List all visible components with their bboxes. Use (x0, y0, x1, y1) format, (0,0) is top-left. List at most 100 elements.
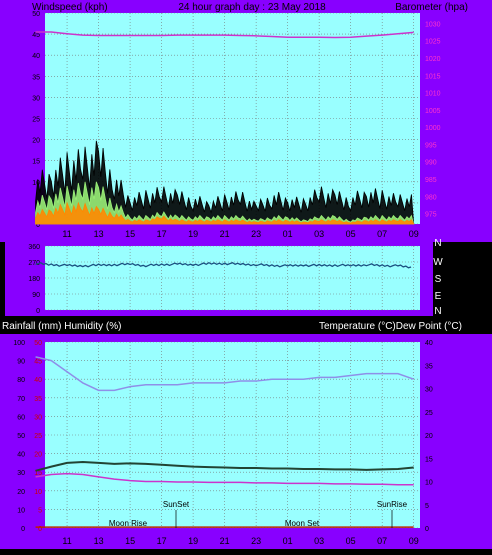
humidity-tick-label: 50 (17, 433, 25, 440)
barometer-tick-label: 1020 (425, 56, 441, 63)
windspeed-tick-label: 25 (32, 117, 40, 124)
astro-annotation: SunRise (377, 500, 408, 509)
humidity-tick-label: 20 (17, 489, 25, 496)
windspeed-tick-label: 40 (32, 53, 40, 60)
hour-tick-label: 19 (188, 229, 198, 239)
barometer-tick-label: 1015 (425, 73, 441, 80)
hour-tick-label: 17 (157, 536, 167, 546)
barometer-tick-label: 1005 (425, 108, 441, 115)
compass-label: S (435, 274, 442, 285)
hour-tick-label: 21 (220, 229, 230, 239)
humidity-tick-label: 10 (17, 507, 25, 514)
rainfall-tick-label: 0 (38, 526, 42, 533)
rainfall-tick-label: 20 (34, 452, 42, 459)
rainfall-tick-label: 45 (34, 359, 42, 366)
humidity-tick-label: 70 (17, 396, 25, 403)
rainfall-tick-label: 30 (34, 414, 42, 421)
hour-tick-label: 13 (94, 229, 104, 239)
left-axis-label: Windspeed (kph) (32, 2, 108, 13)
humidity-tick-label: 100 (13, 340, 25, 347)
humidity-tick-label: 60 (17, 414, 25, 421)
barometer-tick-label: 990 (425, 160, 437, 167)
temperature-tick-label: 40 (425, 340, 433, 347)
barometer-tick-label: 975 (425, 212, 437, 219)
rainfall-tick-label: 5 (38, 507, 42, 514)
hour-tick-label: 23 (251, 536, 261, 546)
windspeed-tick-label: 15 (32, 159, 40, 166)
right-axis-label: Barometer (hpa) (395, 2, 468, 13)
graph-title: 24 hour graph day : 23 May 2018 (178, 2, 326, 13)
bottom-separator (0, 549, 492, 555)
hour-tick-label: 09 (409, 229, 419, 239)
barometer-tick-label: 985 (425, 177, 437, 184)
barometer-tick-label: 1025 (425, 39, 441, 46)
rain-humidity-label: Rainfall (mm) Humidity (%) (2, 321, 121, 332)
windspeed-tick-label: 45 (32, 32, 40, 39)
hour-tick-label: 13 (94, 536, 104, 546)
hour-tick-label: 07 (377, 536, 387, 546)
hour-tick-label: 11 (62, 229, 71, 239)
temperature-tick-label: 10 (425, 480, 433, 487)
humidity-tick-label: 80 (17, 377, 25, 384)
humidity-tick-label: 90 (17, 359, 25, 366)
hour-tick-label: 21 (220, 536, 230, 546)
rainfall-tick-label: 25 (34, 433, 42, 440)
rainfall-tick-label: 40 (34, 377, 42, 384)
windspeed-tick-label: 10 (32, 180, 40, 187)
temperature-tick-label: 0 (425, 526, 429, 533)
temperature-tick-label: 30 (425, 387, 433, 394)
rainfall-tick-label: 15 (34, 470, 42, 477)
astro-annotation: Moon Set (285, 519, 320, 528)
hour-tick-label: 19 (188, 536, 198, 546)
windspeed-tick-label: 20 (32, 138, 40, 145)
hour-tick-label: 09 (409, 536, 419, 546)
rainfall-tick-label: 50 (34, 340, 42, 347)
compass-label: E (435, 291, 442, 302)
temperature-dewpoint-label: Temperature (°C)Dew Point (°C) (319, 321, 462, 332)
hour-tick-label: 01 (283, 536, 293, 546)
barometer-tick-label: 995 (425, 142, 437, 149)
wind-series-wind (35, 201, 415, 225)
rainfall-tick-label: 35 (34, 396, 42, 403)
barometer-line (35, 31, 414, 39)
hour-tick-label: 01 (283, 229, 293, 239)
compass-label: W (433, 257, 443, 268)
astro-annotation: SunSet (163, 500, 190, 509)
hour-tick-label: 15 (125, 536, 135, 546)
series-temperature (35, 460, 414, 472)
temperature-tick-label: 5 (425, 503, 429, 510)
direction-tick-label: 0 (36, 308, 40, 315)
direction-tick-label: 180 (28, 276, 40, 283)
hour-tick-label: 05 (346, 536, 356, 546)
temperature-tick-label: 15 (425, 456, 433, 463)
temperature-tick-label: 20 (425, 433, 433, 440)
wind-direction-line (35, 261, 412, 269)
astro-annotation: Moon Rise (109, 519, 148, 528)
hour-tick-label: 11 (62, 536, 71, 546)
barometer-tick-label: 980 (425, 194, 437, 201)
hour-tick-label: 15 (125, 229, 135, 239)
direction-tick-label: 270 (28, 260, 40, 267)
direction-tick-label: 90 (32, 292, 40, 299)
direction-tick-label: 360 (28, 244, 40, 251)
humidity-tick-label: 40 (17, 452, 25, 459)
compass-label: N (434, 238, 441, 249)
temperature-tick-label: 25 (425, 410, 433, 417)
barometer-tick-label: 1000 (425, 125, 441, 132)
hour-tick-label: 03 (314, 536, 324, 546)
series-dew-point (35, 472, 414, 486)
wind-series-gust (35, 140, 415, 225)
hour-tick-label: 05 (346, 229, 356, 239)
humidity-tick-label: 0 (21, 526, 25, 533)
hour-tick-label: 17 (157, 229, 167, 239)
rainfall-tick-label: 10 (34, 489, 42, 496)
temperature-tick-label: 35 (425, 363, 433, 370)
hour-tick-label: 07 (377, 229, 387, 239)
barometer-tick-label: 1010 (425, 91, 441, 98)
compass-label: N (434, 306, 441, 317)
humidity-tick-label: 30 (17, 470, 25, 477)
hour-tick-label: 03 (314, 229, 324, 239)
windspeed-tick-label: 35 (32, 74, 40, 81)
hour-tick-label: 23 (251, 229, 261, 239)
